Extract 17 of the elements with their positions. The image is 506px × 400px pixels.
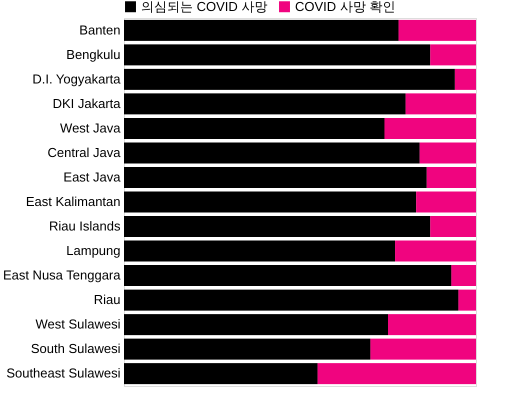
y-tick-label: East Kalimantan	[26, 194, 120, 209]
y-tick-label: DKI Jakarta	[52, 96, 122, 111]
y-tick-label: Riau Islands	[48, 218, 121, 234]
y-tick-label: Central Java	[48, 144, 122, 160]
y-tick-label: East Nusa Tenggara	[2, 268, 122, 283]
y-tick-label: Riau	[94, 292, 120, 308]
y-tick-label: West Sulawesi	[35, 316, 121, 332]
legend-label: 의심되는 COVID 사망	[141, 0, 268, 14]
legend-label: COVID 사망 확인	[295, 0, 396, 14]
y-tick-label: D.I. Yogyakarta	[32, 71, 122, 86]
y-tick-label: South Sulawesi	[30, 341, 121, 356]
y-tick-label: West Java	[60, 120, 122, 136]
y-tick-label: Southeast Sulawesi	[6, 366, 121, 381]
y-tick-label: East Java	[63, 169, 122, 184]
y-tick-label: Bengkulu	[66, 46, 120, 62]
y-tick-label: Lampung	[66, 243, 120, 258]
y-tick-label: Banten	[79, 22, 120, 38]
